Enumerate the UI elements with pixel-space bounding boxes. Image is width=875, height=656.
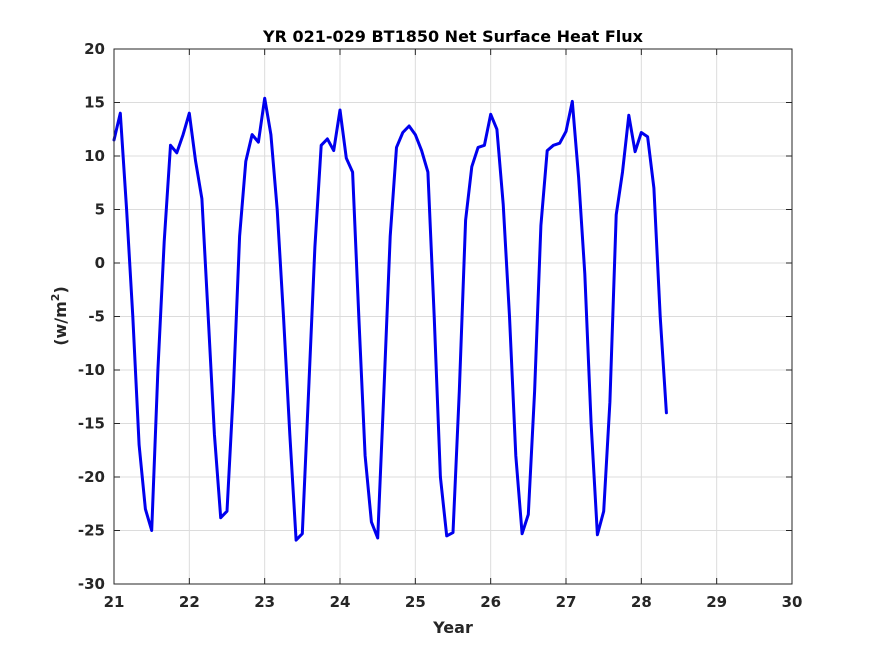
y-tick-label: -25	[78, 522, 105, 540]
y-tick-label: -5	[88, 308, 105, 326]
x-tick-label: 28	[631, 593, 652, 611]
x-axis-label: Year	[432, 618, 473, 637]
y-tick-label: 5	[95, 201, 105, 219]
y-tick-label: 15	[84, 94, 105, 112]
series-line	[112, 96, 668, 542]
y-tick-label: 10	[84, 147, 105, 165]
x-tick-label: 25	[405, 593, 426, 611]
tick-marks	[113, 48, 793, 585]
x-tick-label: 24	[330, 593, 351, 611]
x-tick-label: 23	[254, 593, 275, 611]
y-axis-label-superscript: 2	[49, 294, 62, 302]
y-axis-label: (w/m2)	[49, 286, 70, 346]
y-tick-label: 0	[95, 254, 105, 272]
series-layer	[112, 96, 668, 542]
x-tick-label: 29	[706, 593, 727, 611]
y-tick-label: -15	[78, 415, 105, 433]
x-tick-label: 27	[556, 593, 577, 611]
y-tick-label: -20	[78, 468, 105, 486]
x-tick-label: 26	[480, 593, 501, 611]
y-tick-label: -10	[78, 361, 105, 379]
x-tick-label: 21	[104, 593, 125, 611]
y-tick-label: 20	[84, 40, 105, 58]
x-tick-label: 30	[782, 593, 803, 611]
y-tick-label: -30	[78, 575, 105, 593]
y-axis-label-end: )	[51, 286, 70, 293]
chart-title: YR 021-029 BT1850 Net Surface Heat Flux	[262, 27, 644, 46]
tick-labels: 21 22 23 24 25 26 27 28 29 30 -30 -25 -20 -15 -10 -5 0 5 1…	[78, 40, 803, 611]
y-axis-label-main: (w/m	[51, 301, 70, 346]
x-tick-label: 22	[179, 593, 200, 611]
